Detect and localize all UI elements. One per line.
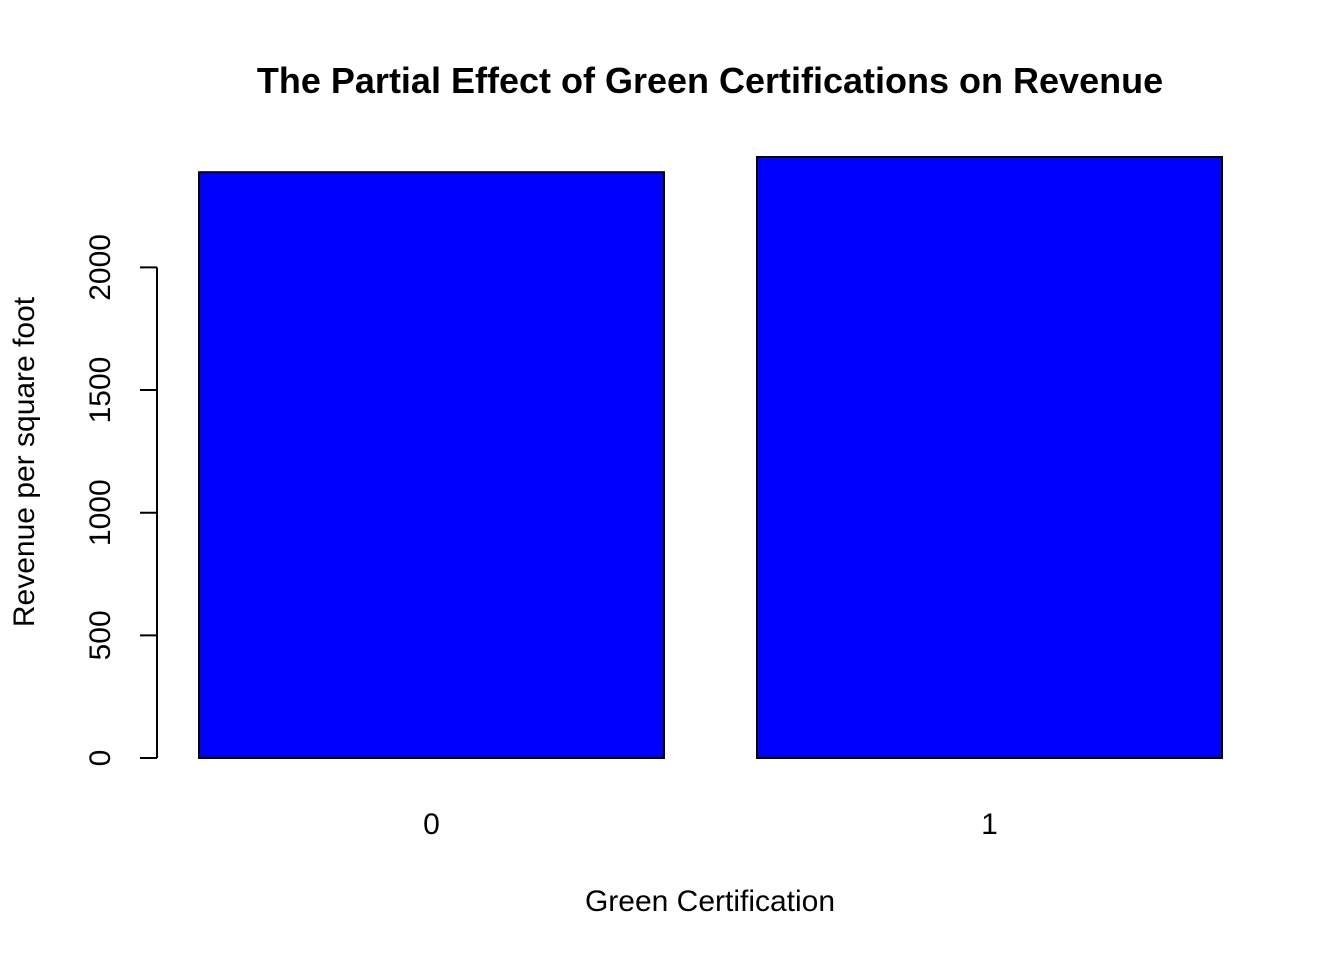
chart-title: The Partial Effect of Green Certificatio… — [257, 60, 1163, 101]
bar-0 — [198, 171, 665, 759]
x-axis-label: Green Certification — [585, 885, 835, 918]
bars-layer — [198, 156, 1223, 759]
y-axis-label: Revenue per square foot — [8, 296, 41, 627]
y-tick-label-500: 500 — [84, 610, 117, 660]
y-axis: 0 500 1000 1500 2000 — [84, 234, 158, 767]
bar-1 — [756, 156, 1223, 759]
y-tick-label-1500: 1500 — [84, 357, 117, 424]
y-tick-label-2000: 2000 — [84, 234, 117, 301]
x-tick-label-0: 0 — [423, 808, 440, 841]
y-tick-label-1000: 1000 — [84, 479, 117, 546]
x-tick-label-1: 1 — [981, 808, 998, 841]
y-tick-label-0: 0 — [84, 750, 117, 767]
